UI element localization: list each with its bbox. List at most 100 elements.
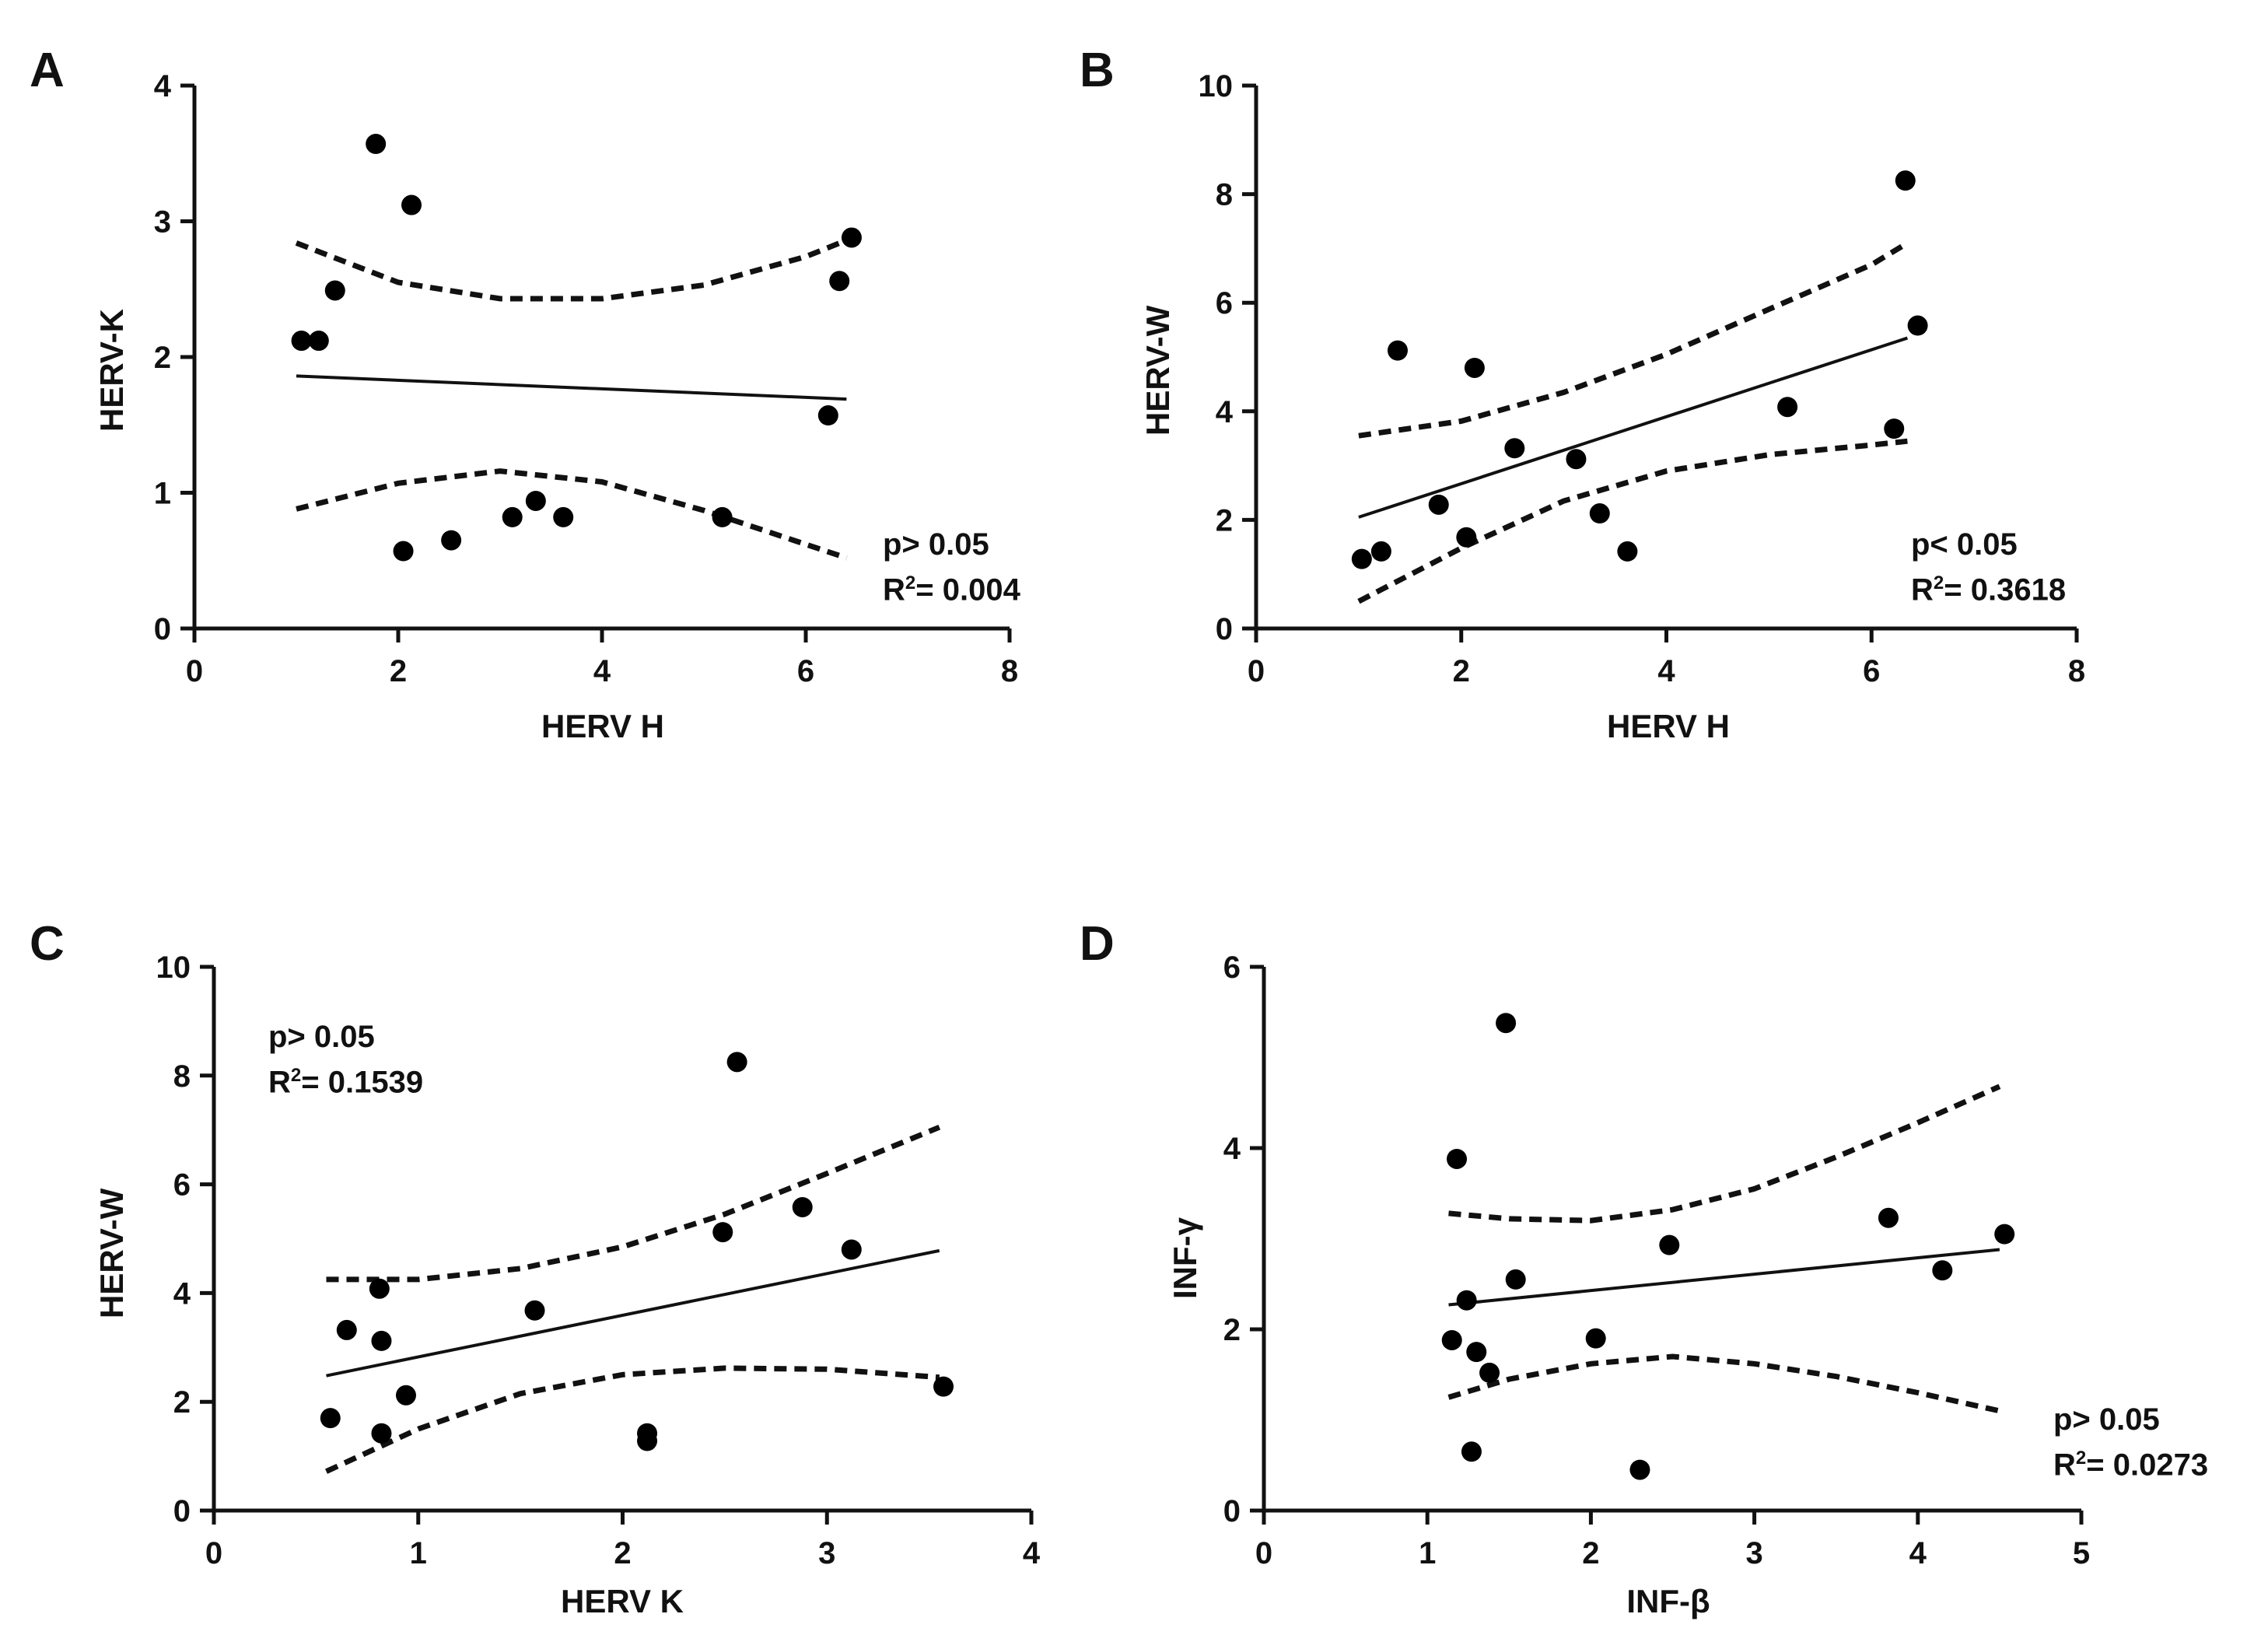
ci-lower-band <box>296 468 848 561</box>
y-tick-label: 10 <box>156 951 191 985</box>
x-axis-label: HERV K <box>561 1583 684 1619</box>
x-tick-label: 2 <box>614 1536 631 1570</box>
y-tick-label: 6 <box>1216 286 1233 320</box>
p-value: p> 0.05 <box>883 527 989 562</box>
stats-annotation: p> 0.05 R2= 0.1539 <box>268 1017 423 1101</box>
x-axis-label: HERV H <box>541 708 664 744</box>
data-point <box>1441 1329 1462 1350</box>
data-point <box>308 331 329 352</box>
panel-d: D 0 1 2 3 4 5 0 2 4 6 INF-β INF-γ p> 0.05 R2= 0.0… <box>1066 863 2268 1649</box>
data-point <box>841 227 862 248</box>
data-point <box>712 506 733 527</box>
y-tick-label: 1 <box>154 477 171 511</box>
data-point <box>393 541 414 562</box>
data-point <box>1589 503 1610 524</box>
y-axis-label: INF-γ <box>1167 1217 1203 1299</box>
data-point <box>1351 548 1372 569</box>
x-tick-label: 2 <box>1582 1536 1599 1570</box>
ci-upper-band <box>1358 240 1909 439</box>
ci-lower-band <box>1357 438 1908 604</box>
y-axis-label: HERV-W <box>1139 305 1176 436</box>
x-tick-label: 0 <box>205 1536 222 1570</box>
data-point <box>1895 170 1916 191</box>
panel-label: D <box>1080 917 1115 971</box>
data-point <box>1505 1269 1526 1290</box>
data-point <box>320 1408 341 1429</box>
ci-upper-band <box>326 1124 941 1283</box>
data-point <box>553 506 574 527</box>
x-tick-label: 8 <box>2068 654 2085 688</box>
y-tick-label: 2 <box>173 1385 191 1420</box>
x-tick-label: 0 <box>186 654 203 688</box>
y-tick-label: 0 <box>1216 612 1233 646</box>
ci-upper-band <box>1448 1084 2001 1224</box>
panel-a: A 0 2 4 6 8 0 1 2 3 4 HERV H HERV-K p> 0.05 R2= 0… <box>0 0 1089 778</box>
y-tick-label: 2 <box>1216 503 1233 537</box>
x-tick-label: 0 <box>1248 654 1265 688</box>
y-axis-label: HERV-K <box>93 309 130 432</box>
data-point <box>1370 541 1391 562</box>
data-point <box>726 1052 747 1073</box>
data-point <box>324 280 345 301</box>
ci-lower-band <box>325 1365 940 1474</box>
panel-label: B <box>1080 44 1115 97</box>
scatter-plot-a: 0 2 4 6 8 0 1 2 3 4 <box>154 69 1018 688</box>
data-point <box>1878 1207 1899 1228</box>
data-point <box>401 194 422 215</box>
scatter-plot-d: 0 1 2 3 4 5 0 2 4 6 <box>1223 951 2090 1570</box>
y-tick-label: 10 <box>1199 69 1234 103</box>
data-point <box>502 506 523 527</box>
data-point <box>1466 1342 1487 1363</box>
y-tick-label: 6 <box>173 1168 191 1203</box>
x-tick-label: 6 <box>797 654 814 688</box>
ci-upper-band <box>295 237 848 302</box>
r-squared: R2= 0.3618 <box>1911 572 2067 607</box>
regression-line <box>1448 1248 2000 1307</box>
data-point <box>369 1278 390 1299</box>
x-tick-label: 1 <box>1419 1536 1436 1570</box>
scatter-plot-c: 0 1 2 3 4 0 2 4 6 8 10 <box>156 951 1041 1570</box>
stats-annotation: p< 0.05 R2= 0.3618 <box>1911 525 2066 609</box>
data-point <box>395 1385 416 1406</box>
x-tick-label: 3 <box>818 1536 835 1570</box>
data-point <box>1387 340 1408 361</box>
y-tick-label: 6 <box>1223 951 1241 985</box>
y-tick-label: 4 <box>173 1276 191 1311</box>
data-point <box>1777 397 1798 418</box>
data-point <box>1504 438 1525 459</box>
x-tick-label: 4 <box>1657 654 1675 688</box>
panel-c: C 0 1 2 3 4 0 2 4 6 8 10 HERV K HERV-W p> 0.05 R2=… <box>0 863 1089 1649</box>
data-point <box>336 1319 357 1340</box>
y-tick-label: 8 <box>1216 178 1233 212</box>
r-squared: R2= 0.0273 <box>2053 1448 2209 1483</box>
data-point <box>1456 527 1477 548</box>
data-point <box>829 271 850 292</box>
x-axis-label: INF-β <box>1626 1583 1710 1619</box>
data-point <box>637 1430 658 1451</box>
data-point <box>1884 418 1905 439</box>
data-point <box>1447 1148 1468 1169</box>
data-point <box>1464 357 1485 378</box>
ci-lower-band <box>1447 1353 2000 1414</box>
p-value: p> 0.05 <box>2053 1402 2160 1437</box>
y-tick-label: 4 <box>1216 395 1234 429</box>
x-tick-label: 2 <box>1453 654 1470 688</box>
r-squared: R2= 0.004 <box>883 572 1020 607</box>
data-point <box>371 1330 392 1351</box>
panel-b: B 0 2 4 6 8 0 2 4 6 8 10 HERV H HERV-W p< 0.05 R2=… <box>1066 0 2268 778</box>
x-tick-label: 4 <box>1909 1536 1927 1570</box>
x-tick-label: 6 <box>1863 654 1880 688</box>
y-axis-label: HERV-W <box>93 1188 130 1318</box>
data-point <box>371 1423 392 1444</box>
data-point <box>1659 1234 1680 1255</box>
y-tick-label: 0 <box>1223 1494 1241 1528</box>
y-tick-label: 4 <box>154 69 172 103</box>
data-point <box>1456 1290 1477 1311</box>
panel-label: A <box>30 44 65 97</box>
x-tick-label: 4 <box>1023 1536 1041 1570</box>
data-point <box>712 1222 733 1243</box>
x-tick-label: 2 <box>390 654 407 688</box>
data-point <box>441 530 462 551</box>
data-point <box>1566 449 1587 470</box>
x-tick-label: 1 <box>410 1536 427 1570</box>
